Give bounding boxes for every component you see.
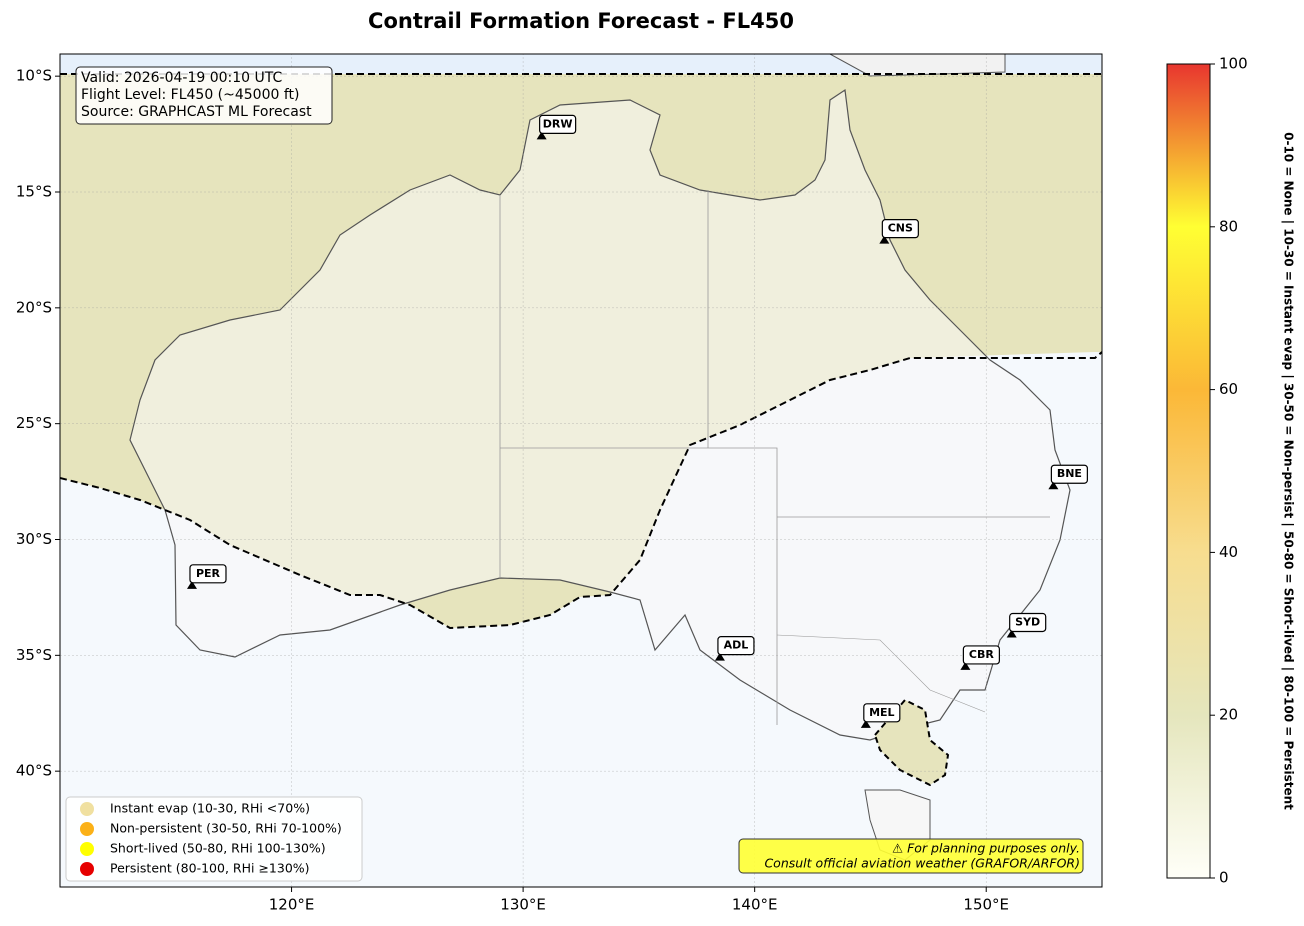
airport-code: DRW xyxy=(543,117,573,130)
y-tick-label: 20°S xyxy=(16,298,52,316)
y-tick-label: 40°S xyxy=(16,762,52,780)
legend-label: Persistent (80-100, RHi ≥130%) xyxy=(110,861,310,876)
legend-label: Instant evap (10-30, RHi <70%) xyxy=(110,801,310,816)
airport-marker xyxy=(860,719,871,728)
colorbar-tick-label: 20 xyxy=(1219,706,1238,724)
airport-code: CBR xyxy=(969,648,994,661)
y-tick-label: 25°S xyxy=(16,414,52,432)
disclaimer-box xyxy=(738,838,1084,874)
airport-box xyxy=(863,703,901,723)
legend-label: Short-lived (50-80, RHi 100-130%) xyxy=(110,841,326,856)
disclaimer-line: ⚠ For planning purposes only. xyxy=(892,841,1080,856)
airport-code: PER xyxy=(196,567,221,580)
x-tick-label: 130°E xyxy=(500,896,546,914)
y-tick-label: 15°S xyxy=(16,183,52,201)
airport-box xyxy=(717,636,755,656)
legend-label: Non-persistent (30-50, RHi 70-100%) xyxy=(110,821,342,836)
info-line: Valid: 2026-04-19 00:10 UTC xyxy=(81,70,282,86)
airport-marker xyxy=(960,661,971,670)
colorbar-axis: 0 20 40 60 80 100 xyxy=(1210,55,1248,887)
x-tick-label: 150°E xyxy=(963,896,1009,914)
info-frame xyxy=(75,66,333,125)
airports: DRW CNS BNE PER SYD ADL CBR MEL xyxy=(186,114,1088,728)
land-australia xyxy=(129,88,1071,741)
colorbar-tick-label: 40 xyxy=(1219,543,1238,561)
y-tick-label: 10°S xyxy=(16,67,52,85)
airport-marker xyxy=(186,580,197,589)
info-line: Flight Level: FL450 (~45000 ft) xyxy=(81,87,300,103)
airport-box xyxy=(189,564,227,584)
airport-marker xyxy=(536,131,547,140)
disclaimer-line: Consult official aviation weather (GRAFO… xyxy=(764,856,1080,871)
airport-code: CNS xyxy=(888,222,913,235)
airport-code: SYD xyxy=(1015,615,1040,628)
land-png xyxy=(829,54,1006,77)
airport-marker xyxy=(879,235,890,244)
grid xyxy=(60,54,1102,887)
legend-swatch xyxy=(80,842,94,856)
map-frame xyxy=(59,53,1103,888)
contrail-boundary xyxy=(60,351,1102,630)
colorbar-tick-label: 0 xyxy=(1219,869,1229,887)
colorbar-tick-label: 100 xyxy=(1219,55,1248,73)
legend: Instant evap (10-30, RHi <70%) Non-persis… xyxy=(65,796,363,882)
airport-box xyxy=(1050,464,1088,484)
info-box: Valid: 2026-04-19 00:10 UTC Flight Level… xyxy=(75,66,333,125)
airport-marker xyxy=(1006,629,1017,638)
airport-code: MEL xyxy=(869,706,894,719)
colorbar-label: 0-10 = None | 10-30 = Instant evap | 30-… xyxy=(1282,132,1296,810)
airport-box xyxy=(962,645,1000,665)
airport-code: ADL xyxy=(724,639,749,652)
map: DRW CNS BNE PER SYD ADL CBR MEL xyxy=(60,54,1102,887)
airport-box xyxy=(1009,612,1047,633)
disclaimer: ⚠ For planning purposes only. Consult of… xyxy=(738,838,1084,874)
airport-marker xyxy=(1048,481,1059,490)
info-line: Source: GRAPHCAST ML Forecast xyxy=(81,104,312,120)
x-tick-label: 120°E xyxy=(269,896,315,914)
legend-swatch xyxy=(80,862,94,876)
title: Contrail Formation Forecast - FL450 xyxy=(368,9,794,33)
y-tick-label: 35°S xyxy=(16,646,52,664)
states xyxy=(500,447,778,725)
legend-frame xyxy=(65,796,363,882)
legend-swatch xyxy=(80,822,94,836)
airport-box xyxy=(881,219,919,239)
states xyxy=(776,634,986,713)
airport-marker xyxy=(714,652,725,661)
airport-code: BNE xyxy=(1057,467,1082,480)
y-tick-label: 30°S xyxy=(16,530,52,548)
colorbar-tick-label: 60 xyxy=(1219,380,1238,398)
colorbar xyxy=(1166,63,1211,879)
colorbar-tick-label: 80 xyxy=(1219,217,1238,235)
legend-swatch xyxy=(80,802,94,816)
airport-box xyxy=(539,114,577,135)
x-tick-label: 140°E xyxy=(732,896,778,914)
